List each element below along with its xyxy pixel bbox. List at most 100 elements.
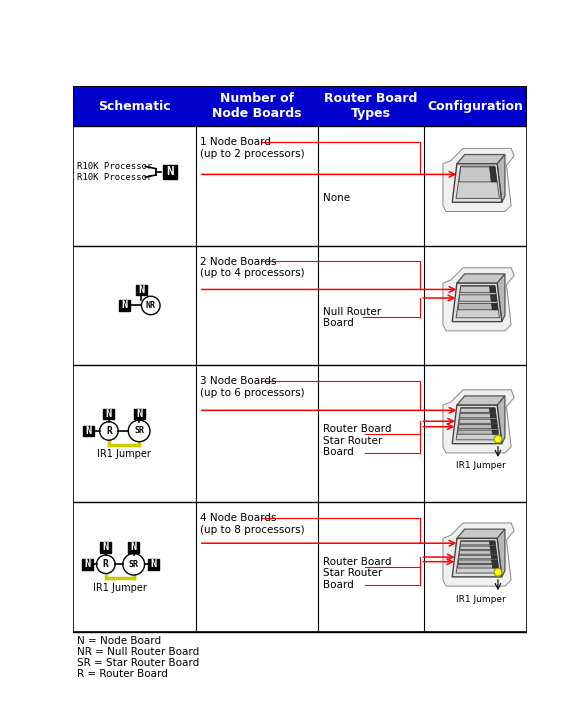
Polygon shape: [459, 419, 497, 423]
Text: R: R: [106, 426, 112, 436]
Text: 1 Node Board
(up to 2 processors): 1 Node Board (up to 2 processors): [200, 138, 305, 159]
Polygon shape: [459, 551, 496, 554]
Polygon shape: [497, 396, 505, 444]
Text: IR1 Jumper: IR1 Jumper: [456, 462, 506, 470]
Text: SR: SR: [134, 426, 144, 436]
Polygon shape: [489, 408, 495, 413]
Polygon shape: [461, 541, 495, 545]
Text: IR1 Jumper: IR1 Jumper: [93, 582, 146, 593]
Text: N: N: [138, 285, 145, 295]
Polygon shape: [443, 268, 515, 331]
Polygon shape: [459, 555, 497, 559]
Text: SR = Star Router Board: SR = Star Router Board: [77, 658, 199, 667]
Polygon shape: [456, 541, 499, 573]
Polygon shape: [452, 163, 502, 202]
Bar: [83, 426, 94, 436]
Polygon shape: [456, 166, 499, 199]
Polygon shape: [492, 425, 498, 428]
Polygon shape: [490, 414, 496, 418]
Polygon shape: [490, 294, 497, 301]
Polygon shape: [459, 414, 496, 418]
Polygon shape: [457, 274, 505, 283]
Circle shape: [97, 555, 115, 574]
Polygon shape: [443, 390, 515, 453]
Polygon shape: [458, 303, 498, 310]
Text: N: N: [151, 559, 157, 570]
Polygon shape: [458, 564, 498, 568]
Text: N: N: [106, 409, 112, 419]
Text: N: N: [136, 409, 142, 419]
Circle shape: [141, 296, 160, 315]
Text: Number of
Node Boards: Number of Node Boards: [212, 92, 302, 120]
Text: R10K Processor: R10K Processor: [77, 173, 152, 181]
Polygon shape: [457, 155, 505, 163]
Bar: [100, 542, 111, 553]
Bar: [163, 165, 177, 179]
Bar: [73, 86, 527, 127]
Text: Router Board
Star Router
Board: Router Board Star Router Board: [323, 424, 391, 457]
Bar: [134, 408, 145, 419]
Polygon shape: [489, 167, 497, 182]
Text: 4 Node Boards
(up to 8 processors): 4 Node Boards (up to 8 processors): [200, 513, 305, 534]
Polygon shape: [491, 555, 497, 559]
Text: NR: NR: [146, 301, 156, 310]
Polygon shape: [443, 523, 515, 586]
Polygon shape: [452, 283, 502, 322]
Text: N: N: [84, 559, 90, 570]
Polygon shape: [497, 155, 505, 202]
Polygon shape: [492, 303, 498, 310]
Text: Router Board
Star Router
Board: Router Board Star Router Board: [323, 557, 391, 590]
Polygon shape: [456, 285, 499, 318]
Circle shape: [494, 568, 502, 576]
Polygon shape: [460, 287, 496, 292]
Polygon shape: [497, 274, 505, 322]
Polygon shape: [490, 419, 497, 423]
Text: IR1 Jumper: IR1 Jumper: [456, 595, 506, 603]
Text: Schematic: Schematic: [98, 100, 171, 113]
Bar: [82, 559, 93, 570]
Bar: [119, 300, 130, 311]
Text: N: N: [103, 542, 109, 552]
Polygon shape: [452, 405, 502, 444]
Text: N: N: [86, 426, 92, 436]
Text: R10K Processor: R10K Processor: [77, 162, 152, 171]
Polygon shape: [460, 408, 495, 413]
Polygon shape: [490, 546, 496, 549]
Text: 3 Node Boards
(up to 6 processors): 3 Node Boards (up to 6 processors): [200, 376, 305, 397]
Text: Configuration: Configuration: [428, 100, 523, 113]
Text: 2 Node Boards
(up to 4 processors): 2 Node Boards (up to 4 processors): [200, 256, 305, 278]
Polygon shape: [459, 294, 497, 301]
Text: IR1 Jumper: IR1 Jumper: [97, 449, 151, 459]
Circle shape: [128, 420, 150, 441]
Text: N: N: [166, 166, 174, 179]
Polygon shape: [459, 167, 497, 182]
Text: Router Board
Types: Router Board Types: [324, 92, 418, 120]
Polygon shape: [489, 287, 496, 292]
Bar: [136, 284, 147, 295]
Polygon shape: [492, 430, 498, 434]
Text: N: N: [131, 542, 137, 552]
Polygon shape: [457, 396, 505, 405]
Circle shape: [100, 422, 118, 440]
Circle shape: [494, 435, 502, 443]
Text: N: N: [121, 300, 128, 310]
Polygon shape: [492, 564, 498, 568]
Polygon shape: [457, 529, 505, 539]
Circle shape: [123, 554, 145, 575]
Bar: [148, 559, 159, 570]
Text: Null Router
Board: Null Router Board: [323, 307, 381, 328]
Text: SR: SR: [129, 559, 139, 569]
Text: R = Router Board: R = Router Board: [77, 668, 168, 678]
Polygon shape: [458, 425, 498, 428]
Polygon shape: [490, 551, 496, 554]
Polygon shape: [452, 539, 502, 577]
Polygon shape: [443, 148, 515, 212]
Bar: [128, 542, 139, 553]
Bar: [104, 408, 114, 419]
Polygon shape: [460, 546, 496, 549]
Polygon shape: [458, 560, 498, 564]
Text: None: None: [323, 193, 350, 203]
Text: R: R: [103, 559, 109, 570]
Polygon shape: [492, 560, 498, 564]
Polygon shape: [489, 541, 495, 545]
